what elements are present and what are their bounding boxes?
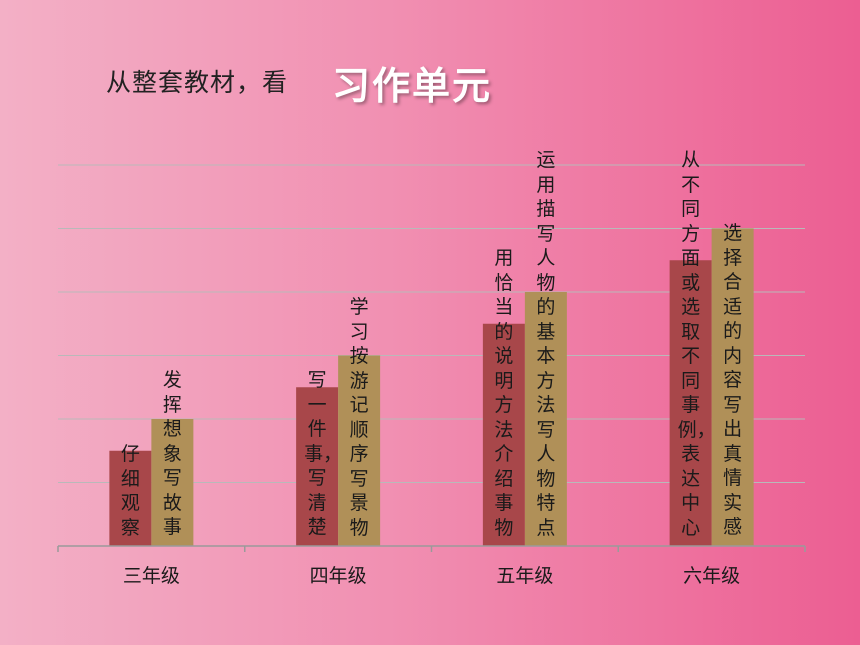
bar-label: 仔细观察 <box>120 443 140 539</box>
bar-label: 发挥想象写故事 <box>162 369 182 538</box>
bar-a-0 <box>109 450 152 546</box>
page-title: 习作单元 <box>332 64 493 108</box>
title-prefix: 从整套教材，看 <box>106 68 289 97</box>
x-tick-label: 六年级 <box>683 565 741 587</box>
bar-b-2 <box>524 292 567 546</box>
bar-label: 用恰当的说明方法介绍事物 <box>494 247 514 539</box>
bar-label: 选择合适的内容写出真情实感 <box>723 222 743 538</box>
bar-label: 运用描写人物的基本方法写人物特点 <box>536 149 556 539</box>
bar-a-3 <box>669 260 712 546</box>
bar-b-1 <box>338 355 381 546</box>
bar-label: 写一件事，写清楚 <box>304 369 343 538</box>
x-tick-label: 五年级 <box>496 565 554 587</box>
bar-a-2 <box>482 323 525 546</box>
bar-b-0 <box>151 419 194 546</box>
x-tick-label: 四年级 <box>309 565 367 587</box>
bar-label: 从不同方面或选取不同事例，表达中心 <box>677 149 716 539</box>
bar-label: 学习按游记顺序写景物 <box>349 296 369 539</box>
x-tick-label: 三年级 <box>122 565 180 587</box>
bar-b-3 <box>711 228 754 546</box>
bar-a-1 <box>296 387 339 546</box>
